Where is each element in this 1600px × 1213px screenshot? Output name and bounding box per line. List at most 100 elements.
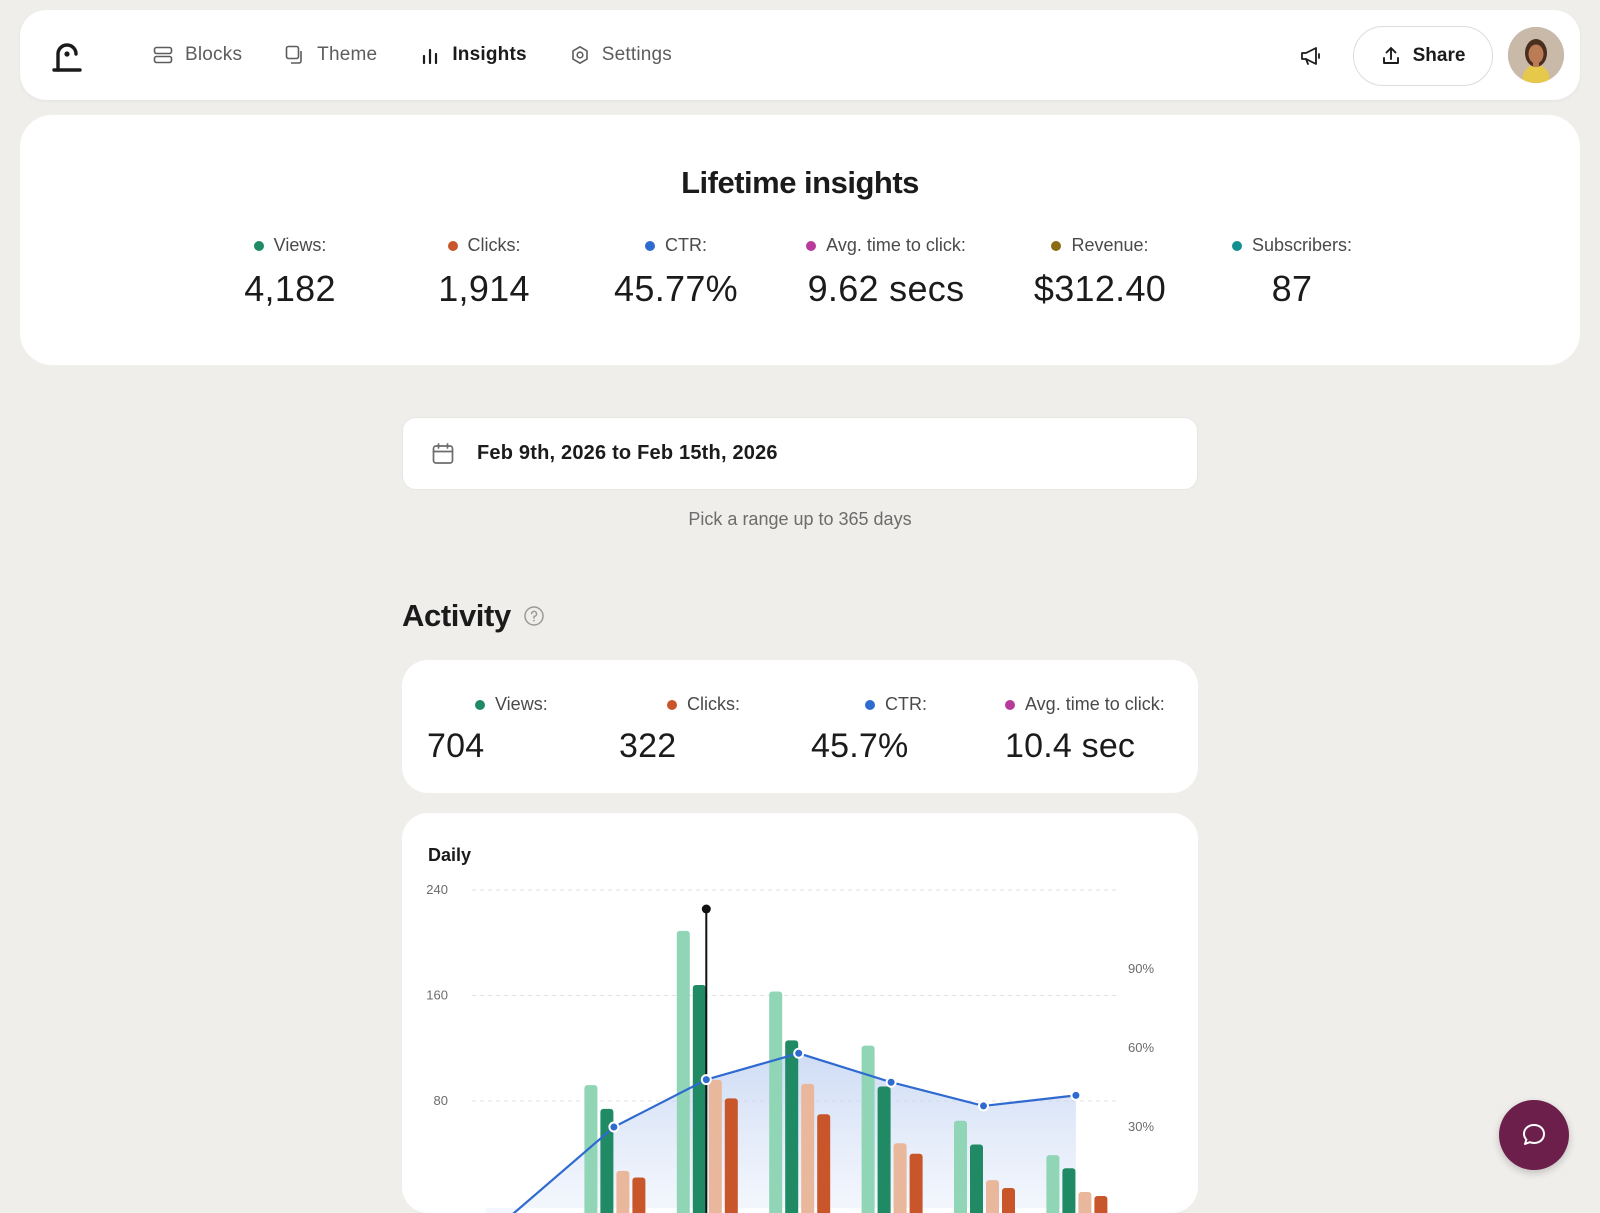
stat-value: 1,914 (438, 268, 530, 309)
stat-label: Views: (170, 235, 410, 256)
stat-label-text: Subscribers: (1251, 235, 1353, 255)
user-avatar-icon (1508, 27, 1564, 83)
main-nav: Blocks Theme Insights Settings (132, 10, 694, 100)
y-tick-label: 240 (426, 882, 448, 897)
lifetime-stat: Avg. time to click: 9.62 secs (766, 235, 1006, 310)
bar (692, 984, 706, 1213)
stat-label: CTR: (556, 235, 796, 256)
bar (1078, 1191, 1092, 1213)
y-right-tick-label: 60% (1128, 1040, 1154, 1055)
megaphone-icon[interactable] (1298, 43, 1324, 69)
stat-label-text: Revenue: (1071, 235, 1149, 255)
chart-title: Daily (428, 845, 472, 865)
bar (1094, 1195, 1108, 1213)
stat-label-text: CTR: (885, 694, 927, 714)
bar (676, 930, 690, 1213)
stat-value: 4,182 (244, 268, 336, 309)
activity-section-heading: Activity (402, 598, 545, 634)
activity-title: Activity (402, 598, 511, 633)
stat-label-text: Avg. time to click: (826, 235, 966, 255)
bar (954, 1120, 967, 1213)
legend-dot (1051, 240, 1062, 251)
share-button-label: Share (1412, 45, 1466, 66)
daily-chart-card: Daily 240 160 80 90% 60% 30% (402, 813, 1198, 1213)
stat-label: Clicks: (364, 235, 604, 256)
ctr-point (978, 1100, 989, 1112)
ctr-point (1070, 1089, 1082, 1101)
bar (817, 1114, 831, 1213)
lifetime-insights-card: Lifetime insights Views: 4,182 Clicks: 1,91… (20, 115, 1580, 365)
y-tick-label: 80 (434, 1093, 448, 1108)
lifetime-insights-title: Lifetime insights (681, 165, 919, 200)
stat-label: Avg. time to click: (1005, 694, 1165, 715)
ctr-point (885, 1076, 897, 1088)
avatar[interactable] (1508, 27, 1564, 83)
stat-value: 9.62 secs (807, 268, 965, 309)
chat-button[interactable] (1499, 1100, 1569, 1170)
stat-label-text: CTR: (665, 235, 707, 255)
help-circle-icon[interactable] (523, 605, 545, 627)
stat-label: Views: (427, 694, 548, 715)
activity-stat: Clicks: 322 (619, 694, 740, 766)
y-tick-label: 160 (426, 988, 448, 1003)
top-navigation-bar: Blocks Theme Insights Settings (20, 10, 1580, 100)
stat-label-text: Avg. time to click: (1025, 694, 1165, 714)
stat-label-text: Clicks: (687, 694, 740, 714)
bar-chart-icon (419, 44, 441, 66)
bar (861, 1045, 875, 1213)
activity-stat: CTR: 45.7% (811, 694, 927, 766)
bar (877, 1086, 891, 1213)
stat-label: Subscribers: (1172, 235, 1412, 256)
stat-value: 322 (619, 727, 677, 765)
legend-dot (865, 699, 875, 710)
activity-stat: Avg. time to click: 10.4 sec (1005, 694, 1165, 766)
legend-dot (806, 240, 817, 251)
stat-label: Clicks: (619, 694, 740, 715)
nav-item-settings[interactable]: Settings (549, 35, 694, 75)
legend-dot (447, 240, 458, 251)
stat-label: Avg. time to click: (766, 235, 1006, 256)
theme-icon (284, 44, 306, 66)
nav-item-insights[interactable]: Insights (399, 35, 548, 75)
ctr-point (793, 1047, 805, 1059)
bar (801, 1083, 815, 1213)
bar (893, 1143, 907, 1213)
stat-value: 45.7% (811, 727, 909, 765)
bar (632, 1177, 646, 1213)
stat-label: CTR: (811, 694, 927, 715)
nav-item-label: Theme (317, 44, 378, 65)
bar (1062, 1168, 1076, 1213)
bar (909, 1153, 923, 1213)
chat-bubble-icon (1523, 1124, 1545, 1145)
linktree-logo-icon[interactable] (46, 34, 88, 76)
stat-label: Revenue: (980, 235, 1220, 256)
bar (970, 1144, 983, 1213)
bar (1002, 1188, 1015, 1213)
bar (708, 1079, 722, 1213)
lifetime-stat: Revenue: $312.40 (980, 235, 1220, 310)
nav-item-theme[interactable]: Theme (264, 35, 399, 75)
nav-item-label: Settings (601, 44, 673, 65)
nav-item-label: Blocks (185, 44, 243, 65)
bar (785, 1040, 799, 1213)
activity-stats-card: Views: 704 Clicks: 322 CTR: 45.7% Avg. time to… (402, 660, 1198, 793)
legend-dot (645, 240, 655, 251)
legend-dot (1231, 240, 1242, 251)
y-right-tick-label: 30% (1128, 1119, 1154, 1134)
lifetime-stat: Views: 4,182 (170, 235, 410, 310)
hover-dot (701, 904, 711, 914)
stat-value: 87 (1271, 268, 1313, 309)
lifetime-stat: Subscribers: 87 (1172, 235, 1412, 310)
ctr-point (608, 1121, 620, 1133)
bar (769, 991, 783, 1213)
bar (724, 1098, 738, 1213)
nav-item-blocks[interactable]: Blocks (132, 35, 264, 75)
stat-value: 10.4 sec (1005, 727, 1136, 765)
date-range-picker[interactable]: Feb 9th, 2026 to Feb 15th, 2026 (402, 417, 1198, 490)
activity-stat: Views: 704 (427, 694, 548, 766)
stat-value: 704 (427, 727, 485, 765)
bar (616, 1170, 630, 1213)
legend-dot (253, 240, 264, 251)
stat-value: $312.40 (1033, 268, 1167, 309)
share-button[interactable]: Share (1353, 26, 1493, 86)
